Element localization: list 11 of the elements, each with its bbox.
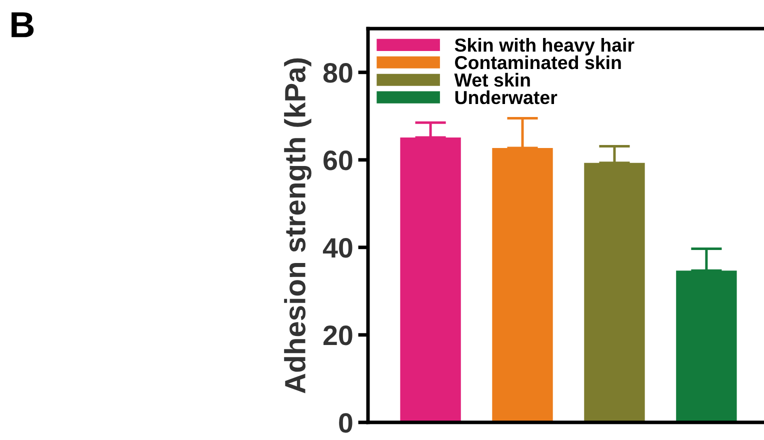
y-axis-title: Adhesion strength (kPa) xyxy=(284,58,312,394)
y-tick-label: 80 xyxy=(323,63,352,83)
legend-label: Skin with heavy hair xyxy=(454,38,634,56)
text: B xyxy=(12,12,34,38)
y-tick-label: 0 xyxy=(339,413,352,433)
legend-label: Wet skin xyxy=(454,72,530,87)
y-tick-label: 40 xyxy=(322,238,352,258)
legend-label: Underwater xyxy=(455,90,558,104)
y-tick-label: 60 xyxy=(324,150,352,170)
y-tick-label: 20 xyxy=(323,326,352,346)
legend-label: Contaminated skin xyxy=(455,55,621,70)
